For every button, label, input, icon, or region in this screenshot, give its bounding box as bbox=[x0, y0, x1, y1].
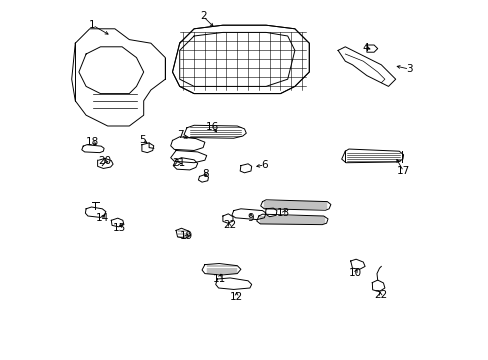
Text: 11: 11 bbox=[212, 274, 225, 284]
Polygon shape bbox=[198, 175, 208, 182]
Polygon shape bbox=[81, 145, 104, 153]
Text: 18: 18 bbox=[86, 137, 99, 147]
Text: 14: 14 bbox=[95, 213, 108, 223]
Text: 10: 10 bbox=[348, 268, 361, 278]
Text: 3: 3 bbox=[405, 64, 412, 74]
Polygon shape bbox=[265, 208, 276, 217]
Text: 16: 16 bbox=[206, 122, 219, 132]
Text: 22: 22 bbox=[373, 290, 386, 300]
Text: 8: 8 bbox=[202, 168, 209, 179]
Polygon shape bbox=[172, 25, 309, 94]
Text: 2: 2 bbox=[200, 11, 206, 21]
Text: 21: 21 bbox=[172, 158, 185, 168]
Polygon shape bbox=[260, 200, 330, 210]
Text: 17: 17 bbox=[396, 166, 409, 176]
Text: 5: 5 bbox=[140, 135, 146, 145]
Polygon shape bbox=[337, 47, 395, 86]
Text: 19: 19 bbox=[179, 231, 192, 241]
Polygon shape bbox=[256, 214, 327, 225]
Polygon shape bbox=[341, 149, 403, 163]
Polygon shape bbox=[350, 259, 365, 269]
Text: 9: 9 bbox=[247, 213, 254, 223]
Text: 13: 13 bbox=[276, 208, 289, 218]
Text: 7: 7 bbox=[177, 130, 183, 140]
Polygon shape bbox=[170, 150, 206, 163]
Polygon shape bbox=[142, 143, 153, 153]
Polygon shape bbox=[231, 209, 265, 220]
Polygon shape bbox=[176, 228, 190, 238]
Text: 22: 22 bbox=[223, 220, 236, 230]
Text: 20: 20 bbox=[98, 156, 111, 166]
Polygon shape bbox=[223, 214, 232, 223]
Polygon shape bbox=[173, 158, 197, 170]
Polygon shape bbox=[170, 137, 204, 150]
Text: 6: 6 bbox=[261, 160, 267, 170]
Polygon shape bbox=[111, 218, 123, 227]
Text: 12: 12 bbox=[229, 292, 243, 302]
Polygon shape bbox=[98, 158, 113, 168]
Polygon shape bbox=[72, 29, 165, 126]
Polygon shape bbox=[85, 207, 106, 217]
Text: 4: 4 bbox=[362, 42, 369, 53]
Polygon shape bbox=[215, 278, 251, 289]
Text: 1: 1 bbox=[89, 20, 96, 30]
Polygon shape bbox=[183, 125, 246, 138]
Polygon shape bbox=[366, 45, 377, 52]
Polygon shape bbox=[371, 280, 384, 292]
Polygon shape bbox=[240, 164, 251, 173]
Polygon shape bbox=[202, 264, 241, 275]
Text: 15: 15 bbox=[113, 222, 126, 233]
